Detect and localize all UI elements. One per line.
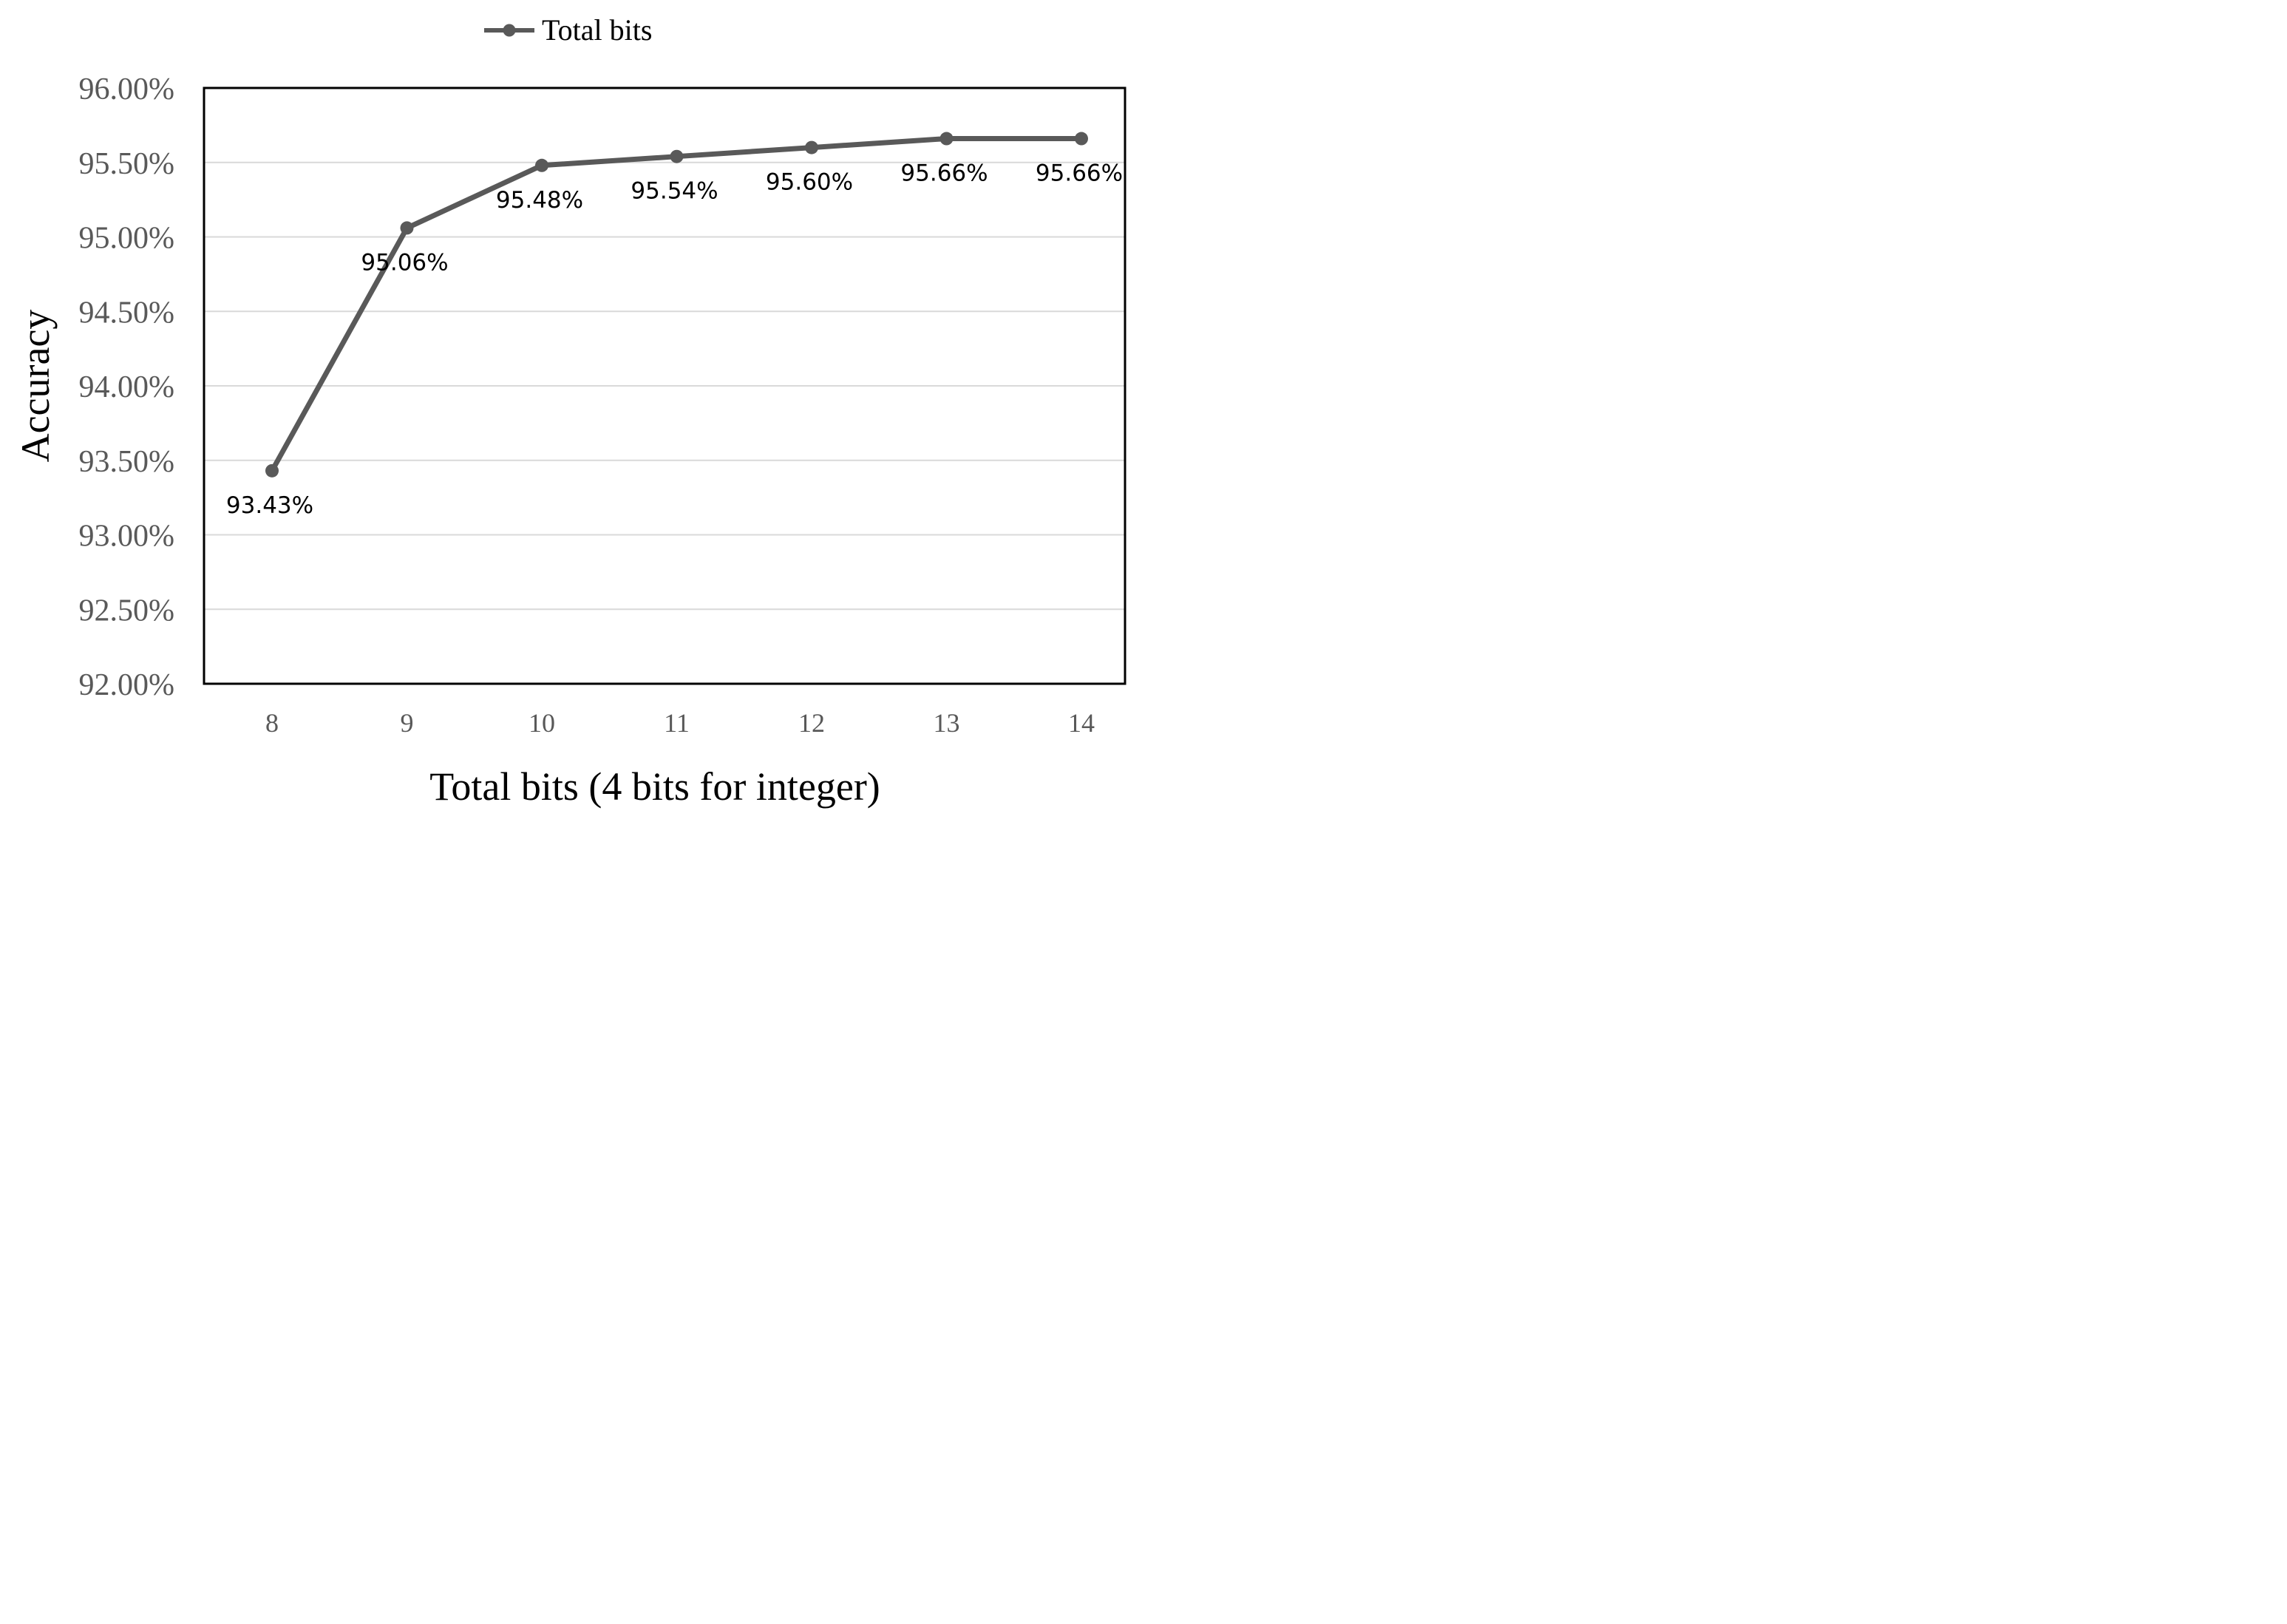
- y-tick-label: 95.50%: [79, 147, 175, 181]
- line-chart: 92.00% 92.50% 93.00% 93.50% 94.00% 94.50% 95.0…: [13, 13, 1126, 809]
- data-label: 95.48%: [496, 187, 583, 214]
- y-tick-label: 96.00%: [79, 72, 175, 106]
- y-axis-title: Accuracy: [13, 310, 58, 463]
- gridlines: [204, 161, 1125, 611]
- data-label: 93.43%: [226, 492, 313, 519]
- x-tick-label: 13: [934, 708, 960, 738]
- data-label: 95.54%: [631, 178, 718, 205]
- x-tick-label: 12: [798, 708, 825, 738]
- data-labels: 93.43% 95.06% 95.48% 95.54% 95.60% 95.66% 95.6…: [226, 160, 1123, 519]
- data-label: 95.06%: [361, 249, 448, 276]
- series-total-bits: [265, 132, 1088, 478]
- x-tick-label: 11: [664, 708, 690, 738]
- y-axis-ticks: 92.00% 92.50% 93.00% 93.50% 94.00% 94.50% 95.0…: [79, 72, 175, 702]
- x-axis-ticks: 8 9 10 11 12 13 14: [265, 708, 1095, 738]
- x-tick-label: 9: [401, 708, 414, 738]
- plot-area-frame: [203, 86, 1126, 685]
- y-tick-label: 93.00%: [79, 520, 175, 554]
- data-point: [670, 149, 684, 163]
- y-tick-label: 94.50%: [79, 296, 175, 330]
- data-point: [535, 158, 548, 172]
- legend-point-marker: [503, 24, 516, 37]
- x-tick-label: 14: [1068, 708, 1095, 738]
- data-point: [265, 463, 279, 478]
- data-point: [400, 221, 414, 235]
- data-point: [939, 132, 954, 146]
- y-tick-label: 94.00%: [79, 370, 175, 404]
- y-tick-label: 92.50%: [79, 594, 175, 628]
- x-tick-label: 10: [529, 708, 555, 738]
- data-label: 95.60%: [766, 169, 853, 196]
- data-point: [1075, 132, 1088, 146]
- legend: Total bits: [484, 13, 652, 47]
- x-tick-label: 8: [265, 708, 279, 738]
- legend-label: Total bits: [542, 13, 652, 47]
- data-label: 95.66%: [900, 160, 988, 187]
- y-tick-label: 95.00%: [79, 222, 175, 256]
- data-label: 95.66%: [1036, 160, 1123, 187]
- x-axis-title: Total bits (4 bits for integer): [429, 764, 880, 809]
- data-point: [805, 140, 818, 154]
- y-tick-label: 92.00%: [79, 668, 175, 702]
- y-tick-label: 93.50%: [79, 445, 175, 479]
